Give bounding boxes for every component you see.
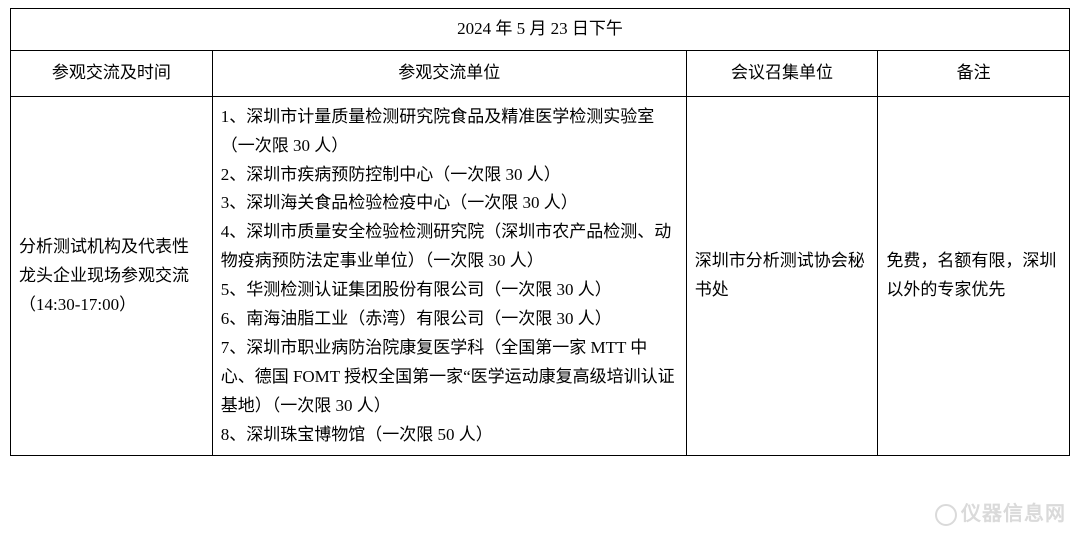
cell-time: 分析测试机构及代表性龙头企业现场参观交流（14:30-17:00） [11, 96, 213, 456]
unit-item: 3、深圳海关食品检验检疫中心（一次限 30 人） [221, 189, 678, 218]
unit-item: 8、深圳珠宝博物馆（一次限 50 人） [221, 421, 678, 450]
table-title: 2024 年 5 月 23 日下午 [11, 9, 1070, 51]
header-row: 参观交流及时间 参观交流单位 会议召集单位 备注 [11, 50, 1070, 96]
page: 2024 年 5 月 23 日下午 参观交流及时间 参观交流单位 会议召集单位 … [0, 0, 1080, 540]
header-units: 参观交流单位 [212, 50, 686, 96]
unit-item: 7、深圳市职业病防治院康复医学科（全国第一家 MTT 中心、德国 FOMT 授权… [221, 334, 678, 421]
cell-org: 深圳市分析测试协会秘书处 [686, 96, 878, 456]
cell-note: 免费，名额有限，深圳以外的专家优先 [878, 96, 1070, 456]
unit-item: 4、深圳市质量安全检验检测研究院（深圳市农产品检测、动物疫病预防法定事业单位）（… [221, 218, 678, 276]
schedule-table: 2024 年 5 月 23 日下午 参观交流及时间 参观交流单位 会议召集单位 … [10, 8, 1070, 456]
header-org: 会议召集单位 [686, 50, 878, 96]
unit-item: 5、华测检测认证集团股份有限公司（一次限 30 人） [221, 276, 678, 305]
unit-item: 2、深圳市疾病预防控制中心（一次限 30 人） [221, 161, 678, 190]
unit-item: 1、深圳市计量质量检测研究院食品及精准医学检测实验室（一次限 30 人） [221, 103, 678, 161]
unit-item: 6、南海油脂工业（赤湾）有限公司（一次限 30 人） [221, 305, 678, 334]
table-row: 分析测试机构及代表性龙头企业现场参观交流（14:30-17:00） 1、深圳市计… [11, 96, 1070, 456]
header-note: 备注 [878, 50, 1070, 96]
header-time: 参观交流及时间 [11, 50, 213, 96]
title-row: 2024 年 5 月 23 日下午 [11, 9, 1070, 51]
watermark-text: 仪器信息网 [961, 503, 1066, 525]
watermark-icon [935, 504, 957, 526]
cell-units: 1、深圳市计量质量检测研究院食品及精准医学检测实验室（一次限 30 人） 2、深… [212, 96, 686, 456]
watermark: 仪器信息网 [935, 497, 1066, 526]
